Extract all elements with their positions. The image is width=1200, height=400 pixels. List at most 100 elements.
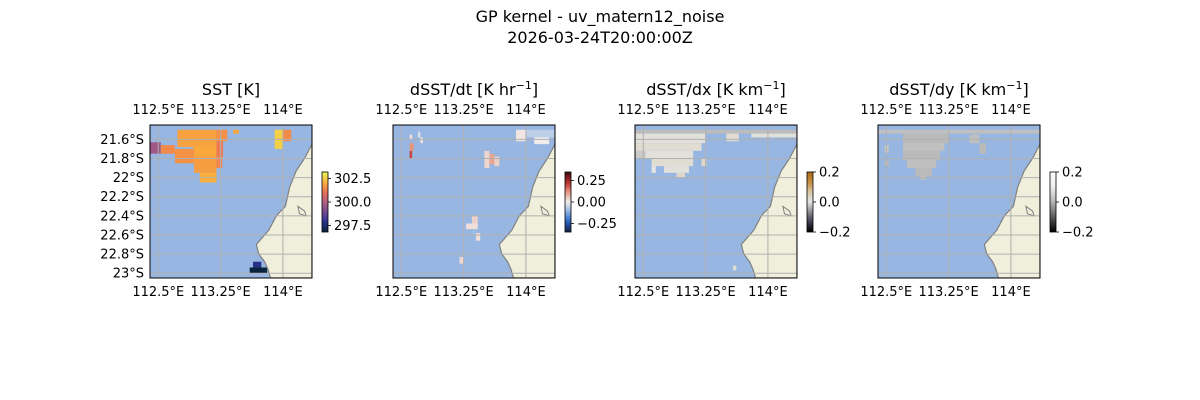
panel-dsst-dt: dSST/dt [K hr−1] 112.5°E 112.5°E 113.25°E 11…	[375, 79, 617, 301]
lat-tick-label: 22°S	[113, 171, 144, 186]
title-tail: ]	[1022, 80, 1028, 99]
colorbar-gradient	[321, 171, 329, 233]
colorbar-gradient	[806, 171, 814, 233]
figure-timestamp: 2026-03-24T20:00:00Z	[507, 28, 693, 47]
title-tail: ]	[779, 80, 785, 99]
panel-dsst-dx: dSST/dx [K km−1] 112.5°E 112.5°E 113.25°E 11…	[617, 79, 850, 301]
data-cell	[733, 265, 737, 271]
data-cell	[515, 129, 526, 142]
data-cell	[216, 129, 228, 142]
data-cell	[902, 150, 941, 161]
data-cell	[635, 150, 694, 159]
map-area	[878, 125, 1040, 278]
data-cell	[471, 229, 477, 236]
data-cell	[253, 261, 262, 268]
lon-tick-label-top: 113.25°E	[919, 103, 979, 118]
data-cell	[651, 158, 694, 167]
title-tail: ]	[532, 80, 538, 99]
panels: SST [K] 112.5°E 112.5°E 113.25°E 113.25°E 114…	[100, 79, 1093, 301]
data-cell	[751, 133, 797, 138]
data-cell	[194, 156, 217, 173]
data-cell	[233, 129, 239, 134]
data-cell	[160, 145, 175, 154]
data-cell	[701, 158, 707, 167]
data-cell	[484, 150, 490, 169]
map-area	[393, 125, 555, 278]
lon-tick-label-top: 112.5°E	[132, 103, 184, 118]
panel-title: SST [K]	[202, 80, 260, 99]
data-cell	[525, 129, 555, 138]
lat-tick-label: 23°S	[113, 267, 144, 282]
colorbar-tick-label: 0.00	[577, 196, 606, 211]
data-cell	[177, 129, 217, 147]
data-cell	[216, 156, 223, 169]
colorbar-tick-label: −0.2	[819, 226, 851, 241]
colorbar-tick-label: 0.0	[819, 196, 840, 211]
data-cell	[902, 143, 945, 151]
lon-tick-label-top: 112.5°E	[860, 103, 912, 118]
lon-tick-label-top: 114°E	[748, 103, 788, 118]
data-cell	[635, 143, 702, 151]
data-cell	[216, 141, 224, 157]
data-cell	[417, 131, 421, 138]
data-cell	[409, 134, 413, 140]
colorbar-tick-label: −0.25	[577, 217, 617, 232]
lon-tick-label-top: 113.25°E	[191, 103, 251, 118]
data-cell	[409, 150, 413, 159]
colorbar-gradient	[564, 171, 572, 233]
data-cell	[635, 150, 646, 159]
panel-title: dSST/dy [K km−1]	[889, 79, 1028, 100]
figure-title: GP kernel - uv_matern12_noise	[476, 7, 725, 27]
colorbar-tick-label: 297.5	[334, 219, 371, 234]
data-cell	[726, 133, 739, 142]
map-frame	[392, 124, 556, 279]
data-cell	[902, 133, 949, 144]
data-cell	[915, 168, 932, 176]
colorbar: 0.2 0.0 −0.2	[1049, 166, 1094, 241]
lon-tick-label-bottom: 113.25°E	[191, 285, 251, 300]
lon-tick-label-bottom: 112.5°E	[860, 285, 912, 300]
lon-tick-label-bottom: 112.5°E	[375, 285, 427, 300]
colorbar-tick-label: 300.0	[334, 196, 371, 211]
lon-tick-label-bottom: 114°E	[748, 285, 788, 300]
data-cell	[979, 143, 986, 154]
lat-tick-label: 22.6°S	[100, 228, 144, 243]
colorbar-gradient	[1049, 171, 1057, 233]
map-frame	[149, 124, 313, 279]
lon-tick-label-bottom: 112.5°E	[617, 285, 669, 300]
lon-tick-label-bottom: 114°E	[506, 285, 546, 300]
panel-title: dSST/dx [K km−1]	[646, 79, 785, 100]
title-superscript: −1	[516, 79, 532, 92]
data-cell	[249, 267, 268, 274]
data-cell	[150, 142, 161, 154]
data-cell	[420, 137, 423, 144]
lat-tick-label: 22.2°S	[100, 190, 144, 205]
data-cell	[878, 129, 1040, 134]
data-cell	[676, 172, 685, 178]
data-cell	[282, 129, 292, 142]
lon-tick-label-top: 113.25°E	[676, 103, 736, 118]
data-cell	[466, 223, 478, 230]
title-superscript: −1	[1006, 79, 1022, 92]
lon-tick-label-bottom: 114°E	[991, 285, 1031, 300]
lon-tick-label-bottom: 114°E	[263, 285, 303, 300]
colorbar-tick-label: 0.2	[819, 166, 840, 181]
lon-tick-label-top: 114°E	[263, 103, 303, 118]
data-cell	[635, 133, 706, 144]
colorbar-tick-label: 302.5	[334, 172, 371, 187]
lat-tick-label: 21.6°S	[100, 133, 144, 148]
lat-tick-label: 22.8°S	[100, 248, 144, 263]
lon-tick-label-top: 113.25°E	[434, 103, 494, 118]
colorbar-tick-label: 0.2	[1062, 166, 1083, 181]
data-cell	[471, 215, 478, 224]
lat-tick-label: 21.8°S	[100, 152, 144, 167]
lon-tick-label-top: 114°E	[991, 103, 1031, 118]
map-area	[635, 125, 797, 278]
lon-tick-label-bottom: 112.5°E	[132, 285, 184, 300]
colorbar: 0.25 0.00 −0.25	[564, 171, 617, 233]
colorbar-tick-label: 0.25	[577, 174, 606, 189]
data-cell	[534, 137, 550, 145]
lat-tick-label: 22.4°S	[100, 209, 144, 224]
colorbar: 302.5 300.0 297.5	[321, 171, 371, 234]
lon-tick-label-bottom: 113.25°E	[919, 285, 979, 300]
